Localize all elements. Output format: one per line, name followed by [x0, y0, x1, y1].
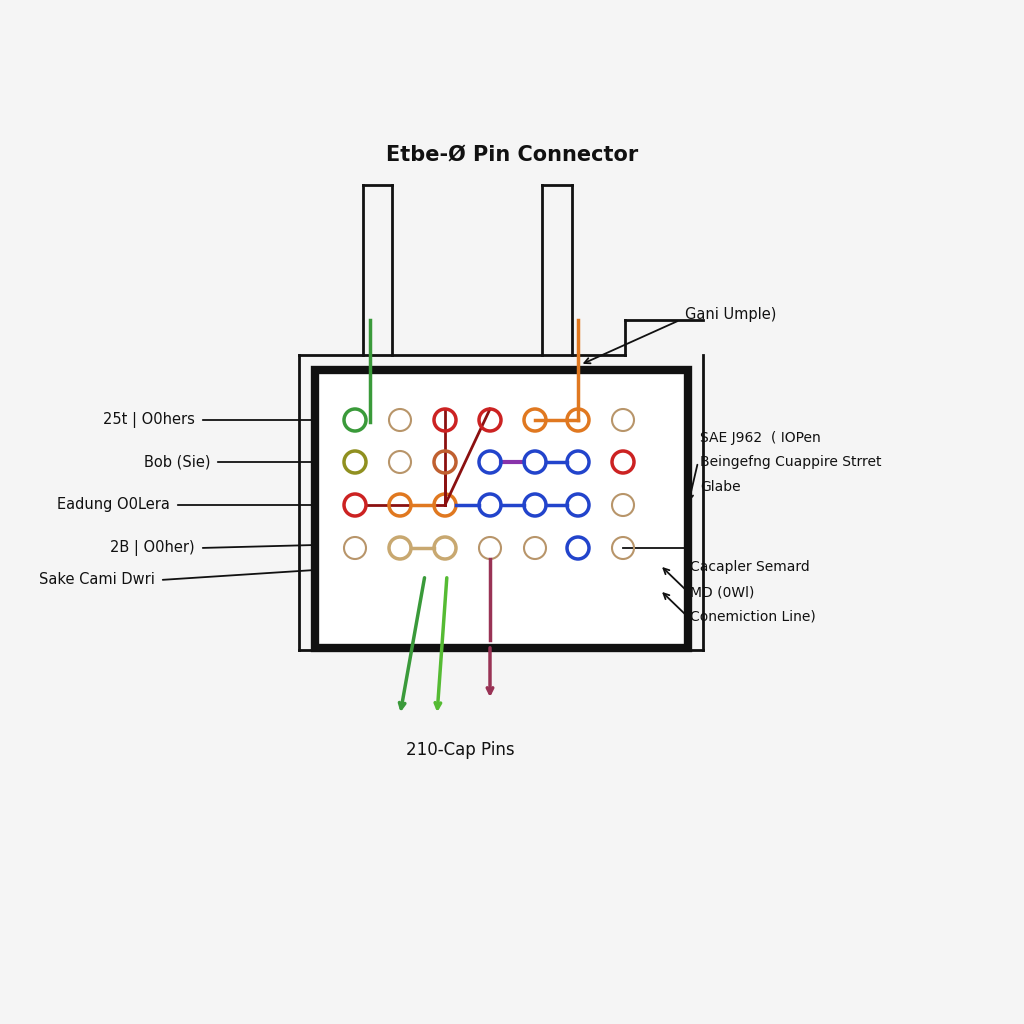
Text: Etbe-Ø Pin Connector: Etbe-Ø Pin Connector — [386, 145, 638, 165]
Bar — [315, 370, 688, 648]
Text: Eadung O0Lera: Eadung O0Lera — [57, 498, 170, 512]
Text: Beingefng Cuappire Strret: Beingefng Cuappire Strret — [700, 455, 882, 469]
Text: Gani Umple): Gani Umple) — [685, 307, 776, 323]
Text: 25t | O0hers: 25t | O0hers — [103, 412, 195, 428]
Text: Conemiction Line): Conemiction Line) — [690, 610, 816, 624]
Text: Cacapler Semard: Cacapler Semard — [690, 560, 810, 574]
Text: 2B | O0her): 2B | O0her) — [111, 540, 195, 556]
Text: SAE J962  ( IOPen: SAE J962 ( IOPen — [700, 431, 821, 445]
Text: Bob (Sie): Bob (Sie) — [143, 455, 210, 469]
Text: 210-Cap Pins: 210-Cap Pins — [406, 741, 514, 759]
Text: MD (0Wl): MD (0Wl) — [690, 585, 755, 599]
Text: Glabe: Glabe — [700, 480, 740, 494]
Text: Sake Cami Dwri: Sake Cami Dwri — [39, 572, 155, 588]
